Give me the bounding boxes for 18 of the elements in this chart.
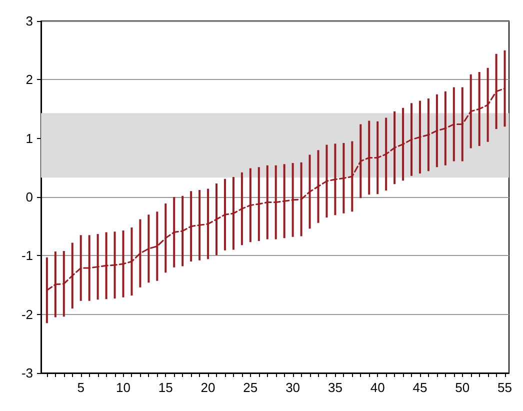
x-tick-label: 15 (158, 380, 173, 395)
y-tick-label: -3 (21, 366, 33, 380)
x-tick-label: 35 (328, 380, 342, 395)
x-tick-label: 55 (498, 380, 512, 395)
y-tick-label: 3 (26, 14, 33, 28)
x-tick-label: 5 (77, 380, 84, 395)
y-tick-label: -1 (21, 248, 33, 264)
x-tick-label: 10 (116, 380, 130, 395)
x-tick-label: 50 (455, 380, 470, 395)
x-tick-label: 20 (200, 380, 216, 395)
x-tick-label: 40 (370, 380, 385, 395)
y-tick-label: 2 (26, 72, 33, 88)
y-tick-label: -2 (21, 306, 33, 322)
x-tick-label: 25 (243, 380, 258, 395)
x-tick-label: 30 (286, 380, 300, 395)
y-tick-label: 0 (26, 190, 33, 204)
x-tick-label: 45 (412, 380, 428, 395)
y-tick-label: 1 (26, 130, 33, 146)
